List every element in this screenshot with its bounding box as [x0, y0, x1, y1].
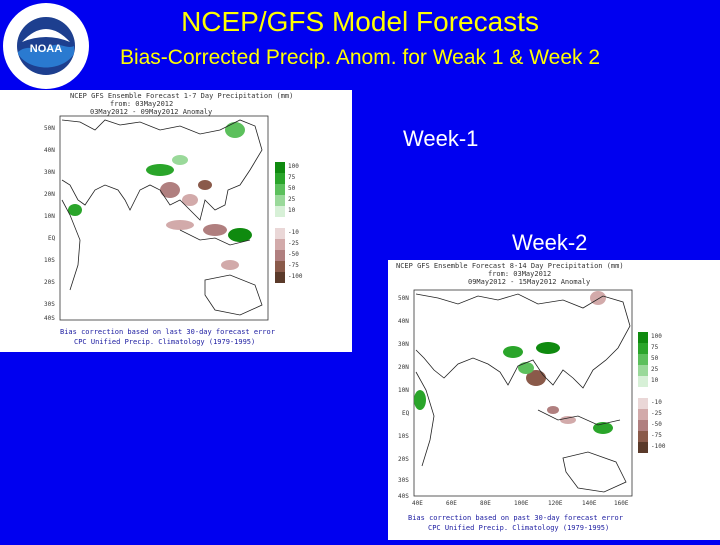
- week1-legend-label: -50: [288, 251, 299, 258]
- week1-legend: 100 75 50 25 10 -10 -25 -50 -75 -100: [275, 162, 303, 283]
- week1-legend-label: -25: [288, 240, 299, 247]
- week2-map-panel: NCEP GFS Ensemble Forecast 8-14 Day Prec…: [388, 260, 720, 540]
- week1-legend-swatch: [275, 228, 285, 239]
- week2-legend-label: 75: [651, 344, 659, 351]
- week2-lon-label: 40E: [412, 500, 423, 507]
- week1-lat-label: 30S: [44, 301, 55, 308]
- week1-header-line-1: NCEP GFS Ensemble Forecast 1-7 Day Preci…: [70, 92, 293, 100]
- week2-legend-swatch: [638, 409, 648, 420]
- week2-lon-label: 120E: [548, 500, 563, 507]
- week2-legend-swatch: [638, 343, 648, 354]
- week2-legend-swatch: [638, 431, 648, 442]
- week2-lon-label: 60E: [446, 500, 457, 507]
- week1-legend-label: 10: [288, 207, 296, 214]
- week2-legend-label: 50: [651, 355, 659, 362]
- week2-legend-swatch: [638, 332, 648, 343]
- week2-legend-swatch: [638, 376, 648, 387]
- week1-legend-label: 50: [288, 185, 296, 192]
- week2-legend-swatch: [638, 365, 648, 376]
- week2-header-line-1: NCEP GFS Ensemble Forecast 8-14 Day Prec…: [396, 262, 624, 270]
- week2-legend-swatch: [638, 398, 648, 409]
- week2-map-frame: [414, 290, 632, 496]
- week2-lat-label: 20N: [398, 364, 409, 371]
- page-title: NCEP/GFS Model Forecasts: [0, 6, 720, 38]
- week2-lat-label: 40S: [398, 493, 409, 500]
- week2-lon-label: 100E: [514, 500, 529, 507]
- week1-legend-swatch: [275, 206, 285, 217]
- week2-lat-label: 50N: [398, 295, 409, 302]
- week1-header-line-3: 03May2012 - 09May2012 Anomaly: [90, 108, 212, 116]
- week2-legend-label: -25: [651, 410, 662, 417]
- page-subtitle: Bias-Corrected Precip. Anom. for Weak 1 …: [0, 46, 720, 70]
- week1-legend-swatch: [275, 217, 285, 228]
- week2-lon-label: 80E: [480, 500, 491, 507]
- week1-legend-swatch: [275, 261, 285, 272]
- week2-legend-label: -75: [651, 432, 662, 439]
- week1-lat-label: 10N: [44, 213, 55, 220]
- week2-legend-label: 100: [651, 333, 662, 340]
- week1-lat-label: 20S: [44, 279, 55, 286]
- week2-legend: 100 75 50 25 10 -10 -25 -50 -75 -100: [638, 332, 666, 453]
- week2-header-line-3: 09May2012 - 15May2012 Anomaly: [468, 278, 590, 286]
- week2-lat-label: EQ: [402, 410, 410, 417]
- week1-lat-labels: 50N 40N 30N 20N 10N EQ 10S 20S 30S 40S: [44, 125, 56, 322]
- week2-legend-swatch: [638, 420, 648, 431]
- week2-legend-label: 10: [651, 377, 659, 384]
- week2-lon-labels: 40E 60E 80E 100E 120E 140E 160E: [412, 500, 629, 507]
- week1-lat-label: 10S: [44, 257, 55, 264]
- week2-label: Week-2: [512, 230, 587, 256]
- week2-lon-label: 160E: [614, 500, 629, 507]
- week1-header-line-2: from: 03May2012: [110, 100, 173, 108]
- week2-legend-label: -100: [651, 443, 666, 450]
- week2-lat-label: 40N: [398, 318, 409, 325]
- week1-footer-line-1: Bias correction based on last 30-day for…: [60, 328, 275, 336]
- week1-legend-label: 75: [288, 174, 296, 181]
- week2-lat-label: 30S: [398, 477, 409, 484]
- week2-legend-label: -50: [651, 421, 662, 428]
- week2-lat-label: 20S: [398, 456, 409, 463]
- week1-lat-label: 50N: [44, 125, 55, 132]
- week1-legend-swatch: [275, 173, 285, 184]
- week2-lat-label: 30N: [398, 341, 409, 348]
- week1-map-panel: NCEP GFS Ensemble Forecast 1-7 Day Preci…: [0, 90, 352, 352]
- week2-lat-labels: 50N 40N 30N 20N 10N EQ 10S 20S 30S 40S: [398, 295, 410, 500]
- week1-legend-swatch: [275, 239, 285, 250]
- week2-legend-swatch: [638, 354, 648, 365]
- week2-legend-label: 25: [651, 366, 659, 373]
- week1-lat-label: 20N: [44, 191, 55, 198]
- week1-legend-swatch: [275, 272, 285, 283]
- week2-lat-label: 10N: [398, 387, 409, 394]
- week1-legend-label: 25: [288, 196, 296, 203]
- week1-label: Week-1: [403, 126, 478, 152]
- week2-lon-label: 140E: [582, 500, 597, 507]
- week1-legend-label: -75: [288, 262, 299, 269]
- week1-lat-label: 40N: [44, 147, 55, 154]
- week2-footer-line-1: Bias correction based on past 30-day for…: [408, 514, 623, 522]
- week1-map-frame: [60, 116, 268, 320]
- week2-footer-line-2: CPC Unified Precip. Climatology (1979-19…: [428, 524, 609, 532]
- week1-legend-label: 100: [288, 163, 299, 170]
- week1-legend-swatch: [275, 250, 285, 261]
- week1-legend-swatch: [275, 195, 285, 206]
- week2-lat-label: 10S: [398, 433, 409, 440]
- week1-legend-swatch: [275, 184, 285, 195]
- week2-legend-swatch: [638, 387, 648, 398]
- week1-lat-label: 30N: [44, 169, 55, 176]
- week1-legend-swatch: [275, 162, 285, 173]
- week1-footer-line-2: CPC Unified Precip. Climatology (1979-19…: [74, 338, 255, 346]
- week1-legend-label: -100: [288, 273, 303, 280]
- week1-legend-label: -10: [288, 229, 299, 236]
- week1-lat-label: 40S: [44, 315, 55, 322]
- week2-header-line-2: from: 03May2012: [488, 270, 551, 278]
- week2-legend-label: -10: [651, 399, 662, 406]
- week1-lat-label: EQ: [48, 235, 56, 242]
- week2-legend-swatch: [638, 442, 648, 453]
